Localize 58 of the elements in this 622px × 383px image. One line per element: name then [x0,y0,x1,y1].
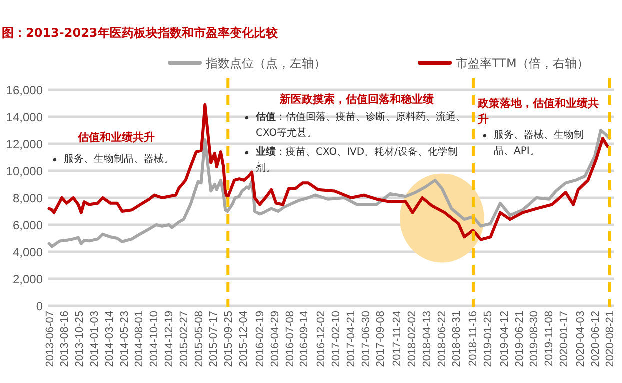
x-tick-label: 2015-05-08 [193,311,206,368]
x-tick-label: 2019-06-21 [514,311,526,368]
x-tick-label: 2017-04-21 [345,311,358,368]
x-tick-label: 2019-08-30 [528,311,541,368]
annotation: 估值和业绩共升 [78,130,156,146]
x-tick-label: 2019-04-12 [498,311,511,368]
x-tick-label: 2014-08-01 [134,311,146,368]
x-tick-label: 2016-02-19 [254,311,266,368]
x-tick-label: 2020-01-17 [558,311,571,368]
y-tick-label: 2,000 [12,272,44,286]
x-tick-label: 2017-06-30 [360,311,372,368]
legend-label: 市盈率TTM（倍，右轴） [456,56,589,70]
x-tick-label: 2014-05-23 [118,311,131,368]
y-tick-label: 0 [36,300,44,314]
y-tick-label: 12,000 [6,138,44,152]
y-tick-label: 4,000 [12,246,44,260]
annotation: 估值：估值回落、疫苗、诊断、原料药、流通、CXO等尤甚。 [254,110,467,141]
x-tick-label: 2017-09-08 [375,311,388,368]
annotation: 政策落地，估值和业绩共升 [478,96,600,128]
x-tick-label: 2016-07-08 [284,311,296,368]
x-tick-label: 2016-09-14 [298,311,311,368]
x-tick-label: 2014-03-14 [104,311,116,368]
x-tick-label: 2016-04-29 [269,311,282,368]
x-tick-label: 2019-01-25 [482,311,495,368]
x-tick-label: 2015-02-27 [178,311,190,368]
y-tick-label: 14,000 [6,110,44,124]
x-tick-label: 2015-09-25 [223,311,236,368]
annotation: 服务、生物制品、器械。 [63,152,175,167]
x-tick-label: 2018-08-31 [451,311,464,368]
x-tick-label: 2018-06-22 [436,311,448,368]
x-tick-label: 2018-02-02 [406,311,418,368]
x-tick-label: 2013-06-07 [44,311,56,368]
chart-title: 图：2013-2023年医药板块指数和市盈率变化比较 [2,26,279,40]
annotation: 新医政摸索，估值回落和稳业绩 [280,93,434,106]
line-series [48,129,612,248]
y-tick-label: 10,000 [6,164,44,178]
x-tick-label: 2014-01-03 [88,311,101,368]
y-tick-label: 8,000 [12,192,44,206]
x-tick-label: 2020-08-21 [604,311,617,368]
x-tick-label: 2013-08-16 [59,311,72,368]
annotation: 服务、器械、生物制品、API。 [493,128,585,159]
x-tick-label: 2014-12-19 [164,311,176,368]
x-tick-label: 2015-07-17 [208,311,220,368]
annotation: 业绩：疫苗、CXO、IVD、耗材/设备、化学制剂。 [255,146,459,176]
y-tick-label: 16,000 [6,84,44,98]
x-tick-label: 2015-12-04 [238,311,250,368]
x-tick-label: 2020-06-12 [590,311,602,368]
x-tick-label: 2018-04-13 [421,311,434,368]
x-tick-label: 2020-04-03 [574,311,587,368]
x-tick-label: 2016-12-02 [316,311,328,368]
y-tick-label: 6,000 [12,218,44,232]
x-tick-label: 2018-11-16 [468,311,480,366]
x-tick-label: 2019-11-08 [544,311,556,366]
x-tick-label: 2013-10-25 [74,311,86,368]
x-tick-label: 2017-02-10 [330,311,342,368]
legend-label: 指数点位（点，左轴） [205,56,326,70]
x-tick-label: 2017-11-24 [392,311,404,366]
x-tick-label: 2014-10-10 [148,311,161,368]
